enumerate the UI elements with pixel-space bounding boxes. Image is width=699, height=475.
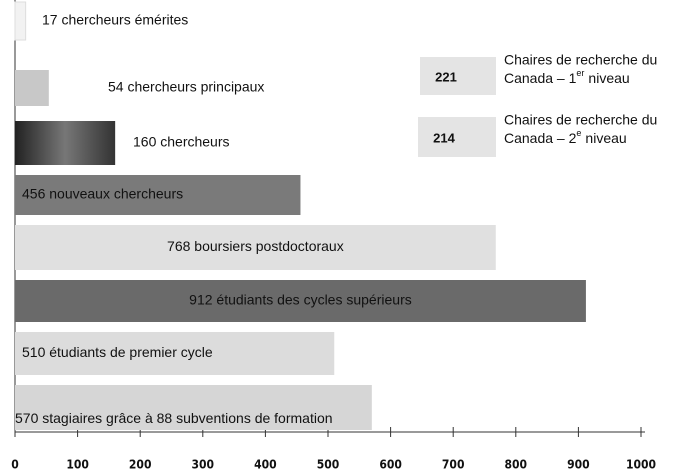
x-tick-label: 300 (192, 458, 215, 472)
note-line: Chaires de recherche du (504, 52, 657, 68)
note-line: Canada – 1 (504, 70, 577, 86)
x-tick-label: 900 (567, 458, 590, 472)
note-line: niveau (588, 70, 629, 86)
note-line: Canada – 2 (504, 130, 577, 146)
bar (15, 280, 586, 322)
note-box (418, 117, 496, 157)
note-value: 221 (435, 69, 457, 84)
x-tick-label: 700 (442, 458, 465, 472)
note-line: Chaires de recherche du (504, 112, 657, 128)
bar (14, 1, 27, 41)
bar-label: 54 chercheurs principaux (108, 79, 264, 95)
note-box (420, 57, 496, 95)
bar-label: 160 chercheurs (133, 134, 230, 150)
bar (15, 70, 49, 106)
x-tick-label: 200 (129, 458, 152, 472)
bar-label: 456 nouveaux chercheurs (22, 186, 183, 202)
note-line: niveau (585, 130, 626, 146)
x-tick-label: 400 (254, 458, 277, 472)
note-value: 214 (433, 130, 455, 145)
x-tick-label: 0 (11, 458, 19, 472)
bar-label: 912 étudiants des cycles supérieurs (189, 292, 412, 308)
x-tick-label: 500 (317, 458, 340, 472)
x-tick-label: 1000 (626, 458, 656, 472)
x-tick-label: 100 (66, 458, 89, 472)
bar-label: 510 étudiants de premier cycle (22, 344, 213, 360)
bar (15, 121, 116, 165)
note-line: Canada – 1er niveau (504, 68, 630, 85)
bar (15, 332, 335, 375)
x-tick-label: 600 (379, 458, 402, 472)
note-sup: er (576, 68, 584, 78)
bar (15, 385, 372, 430)
bar-label: 570 stagiaires grâce à 88 subventions de… (15, 410, 333, 426)
bar-label: 768 boursiers postdoctoraux (167, 238, 344, 254)
note-line: Canada – 2e niveau (504, 128, 627, 145)
x-tick-label: 800 (505, 458, 528, 472)
bar-label: 17 chercheurs émérites (42, 12, 188, 28)
bar (15, 175, 301, 215)
bar (15, 225, 496, 270)
note-sup: e (576, 128, 581, 138)
